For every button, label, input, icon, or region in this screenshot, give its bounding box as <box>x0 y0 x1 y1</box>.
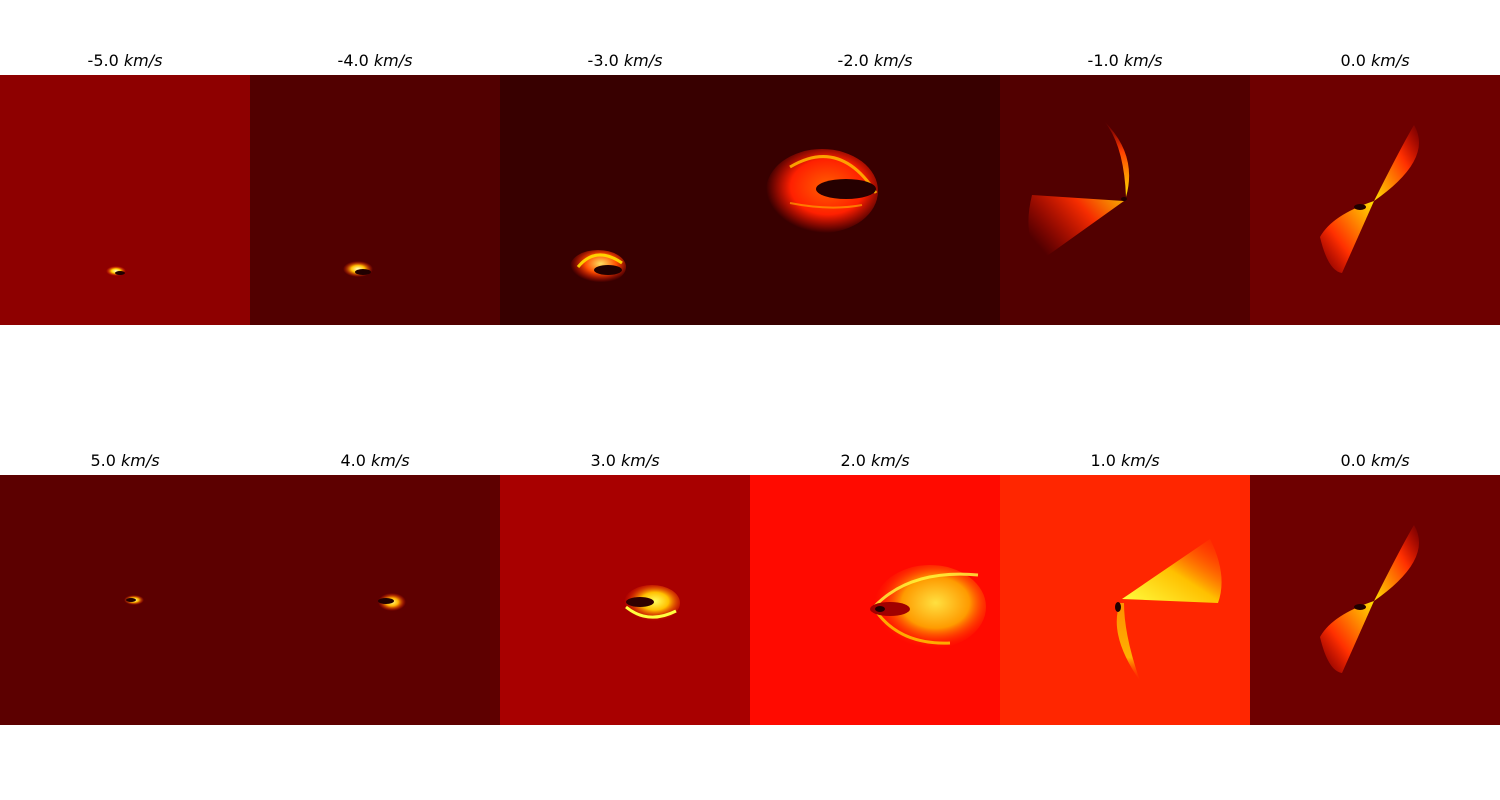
velocity-value: -5.0 <box>87 51 119 70</box>
panel-title-r2c3: 3.0 km/s <box>500 451 750 471</box>
dark-core <box>626 597 654 607</box>
velocity-value: 3.0 <box>590 451 616 470</box>
velocity-unit: km/s <box>623 51 663 70</box>
emission-arc <box>1116 603 1140 681</box>
velocity-unit: km/s <box>120 451 160 470</box>
panel-title-r2c6: 0.0 km/s <box>1250 451 1500 471</box>
emission-arc <box>1104 121 1130 197</box>
channel-map-r2c6 <box>1250 475 1500 725</box>
emission-blob <box>343 261 373 277</box>
panel-title-r1c2: -4.0 km/s <box>250 51 500 71</box>
panel-title-r2c1: 5.0 km/s <box>0 451 250 471</box>
bright-rim <box>625 605 677 619</box>
velocity-value: 0.0 <box>1340 51 1366 70</box>
velocity-value: -3.0 <box>587 51 619 70</box>
panel-title-r2c5: 1.0 km/s <box>1000 451 1250 471</box>
dark-core <box>1354 604 1366 610</box>
emission-lobe-upper <box>1374 125 1419 201</box>
velocity-unit: km/s <box>1370 451 1410 470</box>
panel-title-r1c6: 0.0 km/s <box>1250 51 1500 71</box>
channel-map-r2c4 <box>750 475 1000 725</box>
channel-map-r1c4 <box>750 75 1000 325</box>
dark-core <box>1121 197 1127 201</box>
channel-map-r1c3 <box>500 75 750 325</box>
panel-background <box>500 75 750 325</box>
channel-map-r1c2 <box>250 75 500 325</box>
dark-core <box>115 271 125 275</box>
velocity-unit: km/s <box>1370 51 1410 70</box>
channel-map-r1c5 <box>1000 75 1250 325</box>
channel-map-r2c5 <box>1000 475 1250 725</box>
velocity-value: 1.0 <box>1090 451 1116 470</box>
emission-lobe-upper <box>1374 525 1419 601</box>
channel-map-r1c1 <box>0 75 250 325</box>
velocity-value: 2.0 <box>840 451 866 470</box>
bright-streak <box>789 202 863 209</box>
velocity-unit: km/s <box>1123 51 1163 70</box>
bright-rim-lower <box>874 610 951 645</box>
velocity-value: 5.0 <box>90 451 116 470</box>
velocity-unit: km/s <box>1120 451 1160 470</box>
panel-title-r1c4: -2.0 km/s <box>750 51 1000 71</box>
emission-lobe-lower <box>1320 601 1374 673</box>
velocity-unit: km/s <box>873 51 913 70</box>
dark-core <box>1115 602 1121 612</box>
velocity-value: -2.0 <box>837 51 869 70</box>
dark-core <box>355 269 371 275</box>
panel-background <box>250 75 500 325</box>
panel-title-r1c3: -3.0 km/s <box>500 51 750 71</box>
dark-core <box>378 598 394 604</box>
dark-core <box>816 179 876 199</box>
velocity-value: 4.0 <box>340 451 366 470</box>
panel-background <box>0 75 250 325</box>
emission-lobe <box>1028 195 1124 261</box>
emission-lobe <box>1122 539 1222 603</box>
emission-lobe-lower <box>1320 201 1374 273</box>
velocity-unit: km/s <box>620 451 660 470</box>
velocity-value: -4.0 <box>337 51 369 70</box>
velocity-unit: km/s <box>370 451 410 470</box>
panel-background <box>250 475 500 725</box>
dark-core <box>870 602 910 616</box>
velocity-unit: km/s <box>123 51 163 70</box>
channel-map-r2c1 <box>0 475 250 725</box>
bright-rim <box>789 155 878 194</box>
dark-core <box>1354 204 1366 210</box>
velocity-value: -1.0 <box>1087 51 1119 70</box>
panel-title-r2c4: 2.0 km/s <box>750 451 1000 471</box>
bright-rim <box>872 572 979 609</box>
channel-map-r2c2 <box>250 475 500 725</box>
dark-core <box>594 265 622 275</box>
velocity-unit: km/s <box>373 51 413 70</box>
velocity-unit: km/s <box>870 451 910 470</box>
panel-title-r1c1: -5.0 km/s <box>0 51 250 71</box>
channel-map-r1c6 <box>1250 75 1500 325</box>
dark-core <box>126 598 136 602</box>
velocity-value: 0.0 <box>1340 451 1366 470</box>
channel-map-r2c3 <box>500 475 750 725</box>
panel-title-r2c2: 4.0 km/s <box>250 451 500 471</box>
dark-spot <box>875 606 885 612</box>
panel-title-r1c5: -1.0 km/s <box>1000 51 1250 71</box>
bright-rim <box>576 253 623 268</box>
